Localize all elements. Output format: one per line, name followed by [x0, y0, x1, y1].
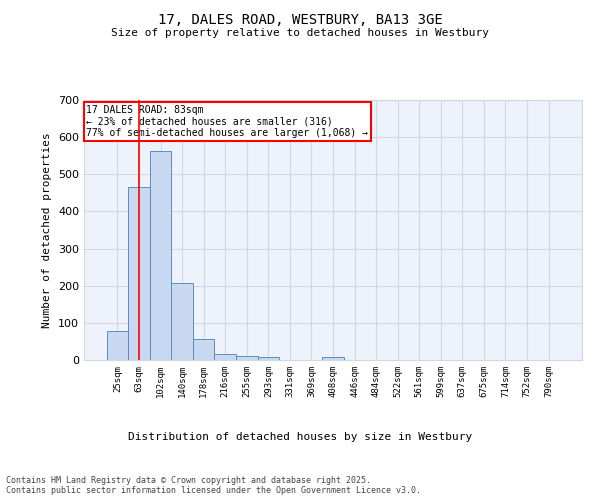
Text: 17, DALES ROAD, WESTBURY, BA13 3GE: 17, DALES ROAD, WESTBURY, BA13 3GE — [158, 12, 442, 26]
Text: Size of property relative to detached houses in Westbury: Size of property relative to detached ho… — [111, 28, 489, 38]
Bar — [107, 331, 128, 360]
Text: Distribution of detached houses by size in Westbury: Distribution of detached houses by size … — [128, 432, 472, 442]
Bar — [193, 339, 214, 360]
Bar — [150, 151, 172, 360]
Bar — [128, 186, 150, 360]
Y-axis label: Number of detached properties: Number of detached properties — [43, 132, 52, 328]
Bar — [257, 356, 279, 360]
Bar — [236, 356, 257, 360]
Bar — [172, 283, 193, 360]
Text: Contains HM Land Registry data © Crown copyright and database right 2025.
Contai: Contains HM Land Registry data © Crown c… — [6, 476, 421, 495]
Bar — [322, 357, 344, 360]
Text: 17 DALES ROAD: 83sqm
← 23% of detached houses are smaller (316)
77% of semi-deta: 17 DALES ROAD: 83sqm ← 23% of detached h… — [86, 105, 368, 138]
Bar — [214, 354, 236, 360]
